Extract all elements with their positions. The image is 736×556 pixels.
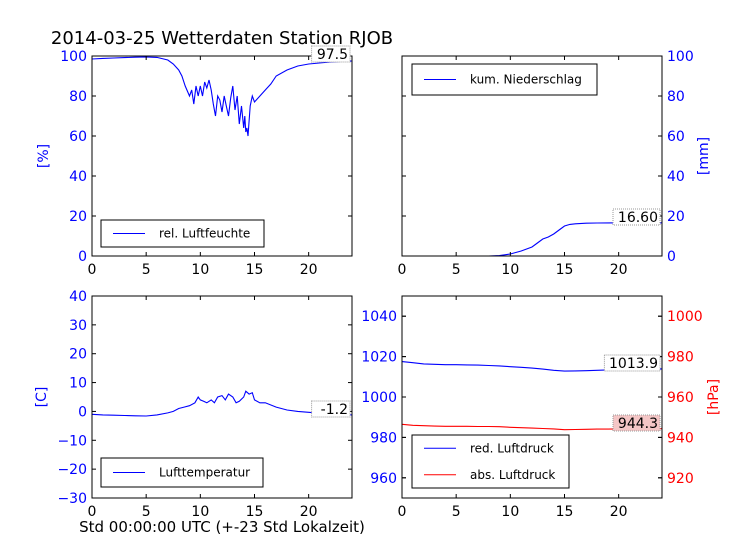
- x-tick-label: 20: [610, 262, 628, 278]
- value-callout-box: [311, 400, 351, 418]
- x-tick-label: 0: [398, 262, 407, 278]
- series-line-rel-luftfeuchte: [91, 56, 353, 137]
- x-tick-label: 20: [610, 504, 628, 520]
- figure-title: 2014-03-25 Wetterdaten Station RJOB: [51, 28, 393, 49]
- y-axis-label: [%]: [36, 144, 52, 168]
- humidity-panel: 0 5 10 15 20 0 20 40 60 80 100 [%] rel. Luftfeuchte 9…: [36, 45, 353, 278]
- x-tick-label: 5: [142, 262, 151, 278]
- y-tick-label: 40: [69, 169, 87, 185]
- value-callout-box: [603, 354, 661, 372]
- x-axis-label: Std 00:00:00 UTC (+-23 Std Lokalzeit): [79, 518, 365, 536]
- legend-label: red. Luftdruck: [470, 441, 554, 455]
- x-tick-label: 20: [300, 504, 318, 520]
- x-tick-label: 0: [398, 504, 407, 520]
- y-tick-label: 20: [667, 209, 685, 225]
- y-axis-label: [C]: [34, 387, 50, 408]
- x-tick-label: 5: [142, 504, 151, 520]
- y2-tick-label: 960: [667, 390, 694, 406]
- x-tick-label: 10: [501, 504, 519, 520]
- y-tick-label: 60: [667, 129, 685, 145]
- y-tick-label: 960: [370, 471, 397, 487]
- value-callout-box: [311, 45, 351, 63]
- plot-frame: [91, 295, 353, 499]
- y2-tick-label: 920: [667, 471, 694, 487]
- x-tick-label: 10: [501, 262, 519, 278]
- value-callout: 97.5: [317, 47, 348, 63]
- plot-frame: [401, 55, 663, 257]
- precipitation-panel: 0 5 10 15 20 0 20 40 60 80 100 [mm] kum. Niederschla…: [398, 49, 712, 278]
- value-callout: 1013.9: [609, 356, 658, 372]
- y-tick-label: 1040: [361, 309, 397, 325]
- y-tick-label: −10: [57, 433, 87, 449]
- value-callout: 16.60: [618, 210, 658, 226]
- y-tick-label: 20: [69, 347, 87, 363]
- x-tick-label: 15: [556, 262, 574, 278]
- y-tick-label: 60: [69, 129, 87, 145]
- y-tick-label: 0: [78, 249, 87, 265]
- legend-label: kum. Niederschlag: [470, 73, 582, 87]
- y-tick-label: 1020: [361, 350, 397, 366]
- x-tick-label: 10: [191, 262, 209, 278]
- series-line-lufttemperatur: [91, 390, 353, 417]
- x-tick-label: 5: [452, 262, 461, 278]
- y-tick-label: −20: [57, 462, 87, 478]
- y-tick-label: 1000: [361, 390, 397, 406]
- y2-tick-label: 980: [667, 350, 694, 366]
- legend-label: rel. Luftfeuchte: [159, 227, 250, 241]
- x-tick-label: 20: [300, 262, 318, 278]
- plot-frame: [91, 55, 353, 257]
- value-callout: 944.3: [618, 416, 658, 432]
- y-tick-label: 100: [60, 49, 87, 65]
- x-tick-label: 15: [246, 262, 264, 278]
- temperature-panel: 0 5 10 15 20 −30 −20 −10 0 10 20 30 40 [C] Lufttempera…: [34, 289, 353, 520]
- y-tick-label: −30: [57, 491, 87, 507]
- value-callout-box: [612, 208, 661, 226]
- x-tick-label: 10: [191, 504, 209, 520]
- y-tick-label: 0: [78, 404, 87, 420]
- y-tick-label: 80: [69, 89, 87, 105]
- pressure-panel: 0 5 10 15 20 960 980 1000 1020 1040 920 940 960 980 10…: [361, 295, 722, 520]
- y-tick-label: 100: [667, 49, 694, 65]
- legend-label: Lufttemperatur: [159, 466, 250, 480]
- value-callout-box: [612, 414, 661, 432]
- y2-tick-label: 1000: [667, 309, 703, 325]
- x-tick-label: 0: [88, 504, 97, 520]
- y-tick-label: 80: [667, 89, 685, 105]
- legend-box: [411, 434, 570, 489]
- y2-axis-label: [hPa]: [706, 379, 722, 415]
- x-tick-label: 15: [246, 504, 264, 520]
- y-axis-label: [mm]: [696, 137, 712, 175]
- y-tick-label: 0: [667, 249, 676, 265]
- x-tick-label: 0: [88, 262, 97, 278]
- value-callout: -1.2: [321, 402, 348, 418]
- y-tick-label: 980: [370, 430, 397, 446]
- y-tick-label: 20: [69, 209, 87, 225]
- y-tick-label: 40: [667, 169, 685, 185]
- series-line-kum-niederschlag: [402, 222, 662, 257]
- x-tick-label: 15: [556, 504, 574, 520]
- y-tick-label: 40: [69, 289, 87, 305]
- legend-label: abs. Luftdruck: [470, 468, 555, 482]
- y2-tick-label: 940: [667, 430, 694, 446]
- y-tick-label: 30: [69, 318, 87, 334]
- x-tick-label: 5: [452, 504, 461, 520]
- y-tick-label: 10: [69, 376, 87, 392]
